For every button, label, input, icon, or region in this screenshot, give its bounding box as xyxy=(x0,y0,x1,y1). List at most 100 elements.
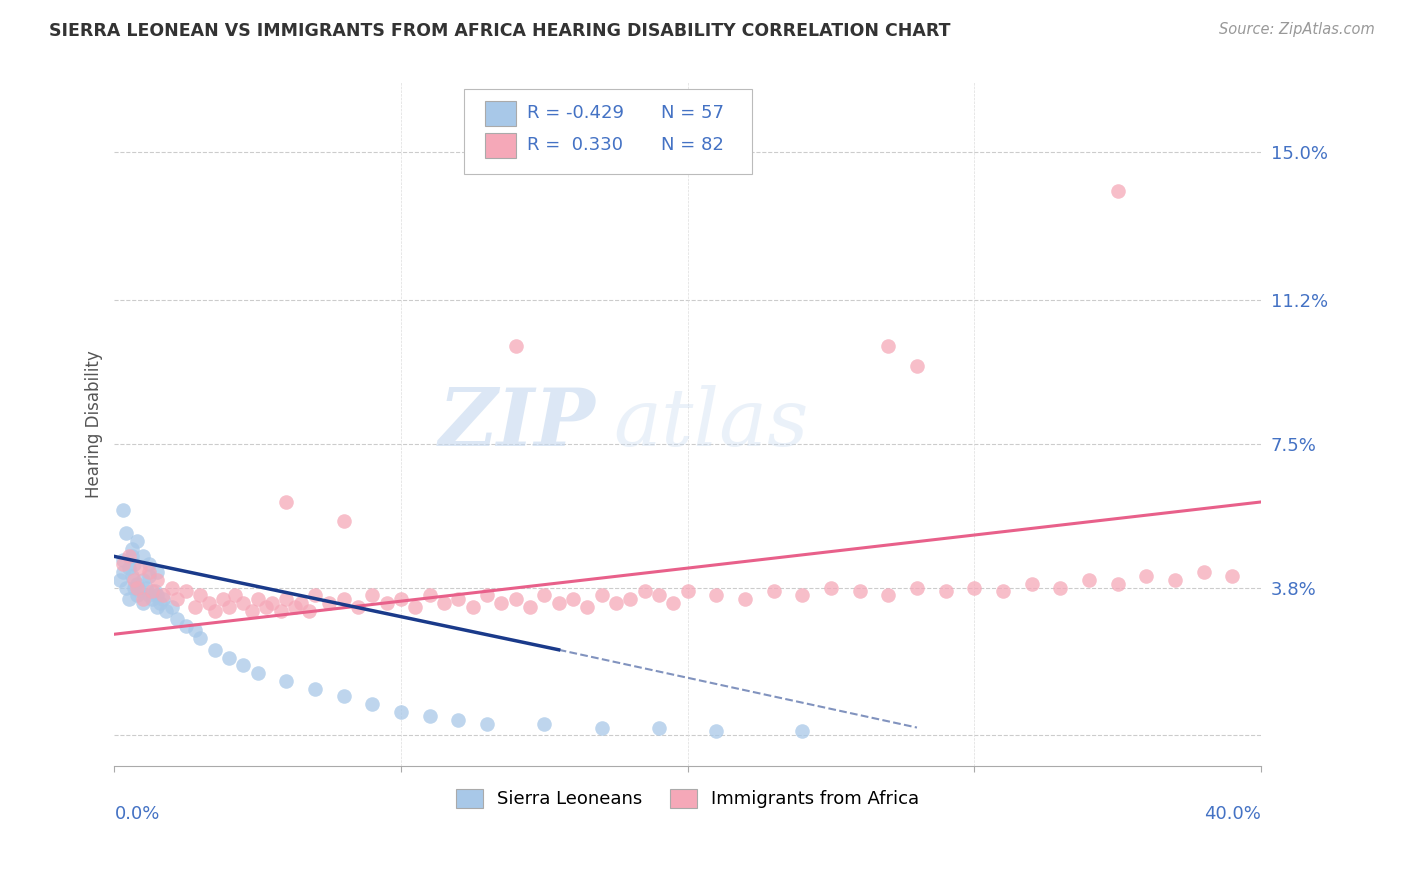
Point xyxy=(591,588,613,602)
Point xyxy=(138,588,160,602)
Text: 0.0%: 0.0% xyxy=(114,805,160,823)
Text: atlas: atlas xyxy=(613,385,808,463)
Point xyxy=(905,359,928,373)
Point xyxy=(218,650,240,665)
Point xyxy=(276,673,298,688)
Point xyxy=(149,596,172,610)
Point xyxy=(318,596,340,610)
Point xyxy=(246,666,269,681)
Point xyxy=(204,642,226,657)
Text: ZIP: ZIP xyxy=(439,385,596,463)
Point xyxy=(491,596,513,610)
Point xyxy=(298,604,321,618)
Point xyxy=(160,581,183,595)
Point xyxy=(447,713,470,727)
Point xyxy=(1164,573,1187,587)
Point xyxy=(190,588,212,602)
Point xyxy=(284,599,307,614)
Point xyxy=(138,565,160,579)
Y-axis label: Hearing Disability: Hearing Disability xyxy=(86,351,103,498)
Point xyxy=(174,584,197,599)
Point xyxy=(877,339,900,353)
Point xyxy=(166,592,188,607)
Point xyxy=(533,716,555,731)
Point xyxy=(276,495,298,509)
Point xyxy=(204,604,226,618)
Point xyxy=(152,592,174,607)
Point xyxy=(704,724,727,739)
Text: R = -0.429: R = -0.429 xyxy=(527,104,624,122)
Point xyxy=(276,592,298,607)
Point xyxy=(232,658,254,673)
Point xyxy=(121,549,143,564)
Text: N = 57: N = 57 xyxy=(661,104,724,122)
Point xyxy=(183,599,205,614)
Point xyxy=(332,515,354,529)
Point xyxy=(115,526,138,541)
Text: R =  0.330: R = 0.330 xyxy=(527,136,623,154)
Point xyxy=(676,584,699,599)
Point xyxy=(792,588,814,602)
Point xyxy=(138,569,160,583)
Point xyxy=(146,588,169,602)
Point xyxy=(591,721,613,735)
Point xyxy=(304,681,326,696)
Point xyxy=(132,549,155,564)
Point xyxy=(132,573,155,587)
Point xyxy=(648,588,671,602)
Point xyxy=(198,596,221,610)
Point xyxy=(419,588,441,602)
Point xyxy=(361,697,384,711)
Point xyxy=(141,592,163,607)
Point xyxy=(1135,569,1157,583)
Point xyxy=(419,709,441,723)
Point xyxy=(634,584,657,599)
Point xyxy=(132,596,155,610)
Point xyxy=(254,599,277,614)
Point xyxy=(118,561,141,575)
Point xyxy=(260,596,283,610)
Point xyxy=(762,584,785,599)
Point xyxy=(132,592,155,607)
Point xyxy=(877,588,900,602)
Point xyxy=(648,721,671,735)
Point xyxy=(111,553,134,567)
Point xyxy=(246,592,269,607)
Point xyxy=(389,705,412,719)
Point xyxy=(111,502,134,516)
Point xyxy=(820,581,842,595)
Point xyxy=(129,584,152,599)
Point xyxy=(547,596,569,610)
Point xyxy=(576,599,599,614)
Point xyxy=(519,599,541,614)
Point xyxy=(433,596,456,610)
Point xyxy=(118,592,141,607)
Point xyxy=(905,581,928,595)
Point xyxy=(963,581,986,595)
Point xyxy=(1077,573,1099,587)
Point xyxy=(160,599,183,614)
Point xyxy=(1220,569,1243,583)
Point xyxy=(361,588,384,602)
Point xyxy=(389,592,412,607)
Point xyxy=(121,541,143,556)
Point xyxy=(143,584,166,599)
Point xyxy=(562,592,585,607)
Point xyxy=(124,581,146,595)
Point xyxy=(475,716,498,731)
Point xyxy=(792,724,814,739)
Point xyxy=(1192,565,1215,579)
Point xyxy=(240,604,263,618)
Point xyxy=(375,596,398,610)
Point xyxy=(118,549,141,564)
Point xyxy=(848,584,870,599)
Point xyxy=(1107,576,1129,591)
Point xyxy=(218,599,240,614)
Point xyxy=(138,558,160,572)
Point xyxy=(662,596,685,610)
Point xyxy=(404,599,426,614)
Point xyxy=(152,588,174,602)
Point xyxy=(111,558,134,572)
Point xyxy=(304,588,326,602)
Point xyxy=(121,569,143,583)
